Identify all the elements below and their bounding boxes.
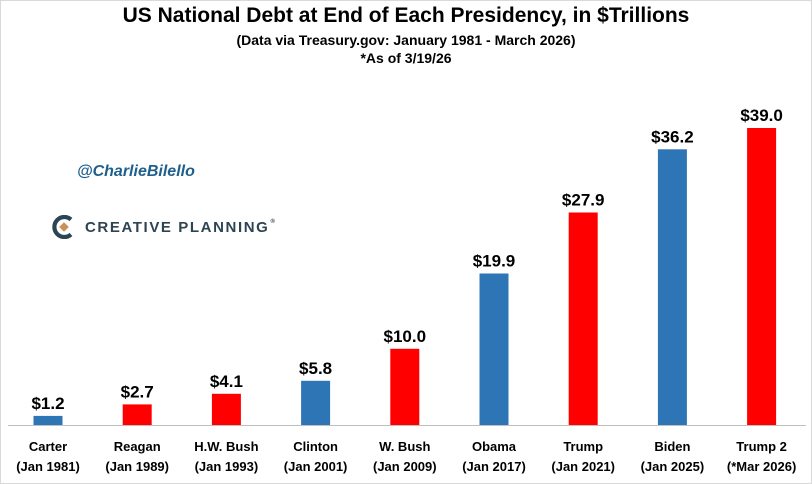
category-name-label-3: Clinton xyxy=(293,439,338,454)
category-name-label-6: Trump xyxy=(563,439,603,454)
author-handle: @CharlieBilello xyxy=(77,163,195,180)
bar-value-label-2: $4.1 xyxy=(210,372,243,391)
category-date-label-0: (Jan 1981) xyxy=(16,459,80,474)
category-date-label-5: (Jan 2017) xyxy=(462,459,526,474)
category-date-label-7: (Jan 2025) xyxy=(641,459,705,474)
bar-value-label-4: $10.0 xyxy=(384,327,427,346)
category-name-label-5: Obama xyxy=(472,439,517,454)
bar-value-label-6: $27.9 xyxy=(562,191,605,210)
chart-note: *As of 3/19/26 xyxy=(360,50,452,66)
bar-value-label-0: $1.2 xyxy=(31,394,64,413)
bar-6 xyxy=(568,212,598,425)
category-name-label-7: Biden xyxy=(654,439,690,454)
creative-planning-logo-icon xyxy=(52,215,73,239)
bar-value-label-7: $36.2 xyxy=(651,127,694,146)
bar-0 xyxy=(33,415,63,425)
bar-4 xyxy=(390,348,420,425)
category-date-label-8: (*Mar 2026) xyxy=(727,459,796,474)
bar-value-label-8: $39.0 xyxy=(740,106,783,125)
category-date-label-4: (Jan 2009) xyxy=(373,459,437,474)
bar-value-label-1: $2.7 xyxy=(121,382,154,401)
category-date-label-2: (Jan 1993) xyxy=(195,459,259,474)
category-date-label-1: (Jan 1989) xyxy=(105,459,169,474)
category-name-label-1: Reagan xyxy=(114,439,161,454)
category-name-label-2: H.W. Bush xyxy=(194,439,258,454)
category-date-label-6: (Jan 2021) xyxy=(551,459,615,474)
category-name-label-0: Carter xyxy=(29,439,67,454)
bar-7 xyxy=(657,149,687,426)
bar-value-label-3: $5.8 xyxy=(299,359,332,378)
category-name-label-4: W. Bush xyxy=(379,439,430,454)
category-name-label-8: Trump 2 xyxy=(736,439,787,454)
bar-2 xyxy=(211,393,241,425)
bar-1 xyxy=(122,404,152,425)
chart-title: US National Debt at End of Each Presiden… xyxy=(122,4,690,27)
bar-value-label-5: $19.9 xyxy=(473,252,516,271)
bar-8 xyxy=(747,128,777,425)
brand-trademark: ® xyxy=(270,218,277,225)
brand-name-text: CREATIVE PLANNING xyxy=(85,218,270,236)
chart-subtitle: (Data via Treasury.gov: January 1981 - M… xyxy=(236,32,576,48)
category-date-label-3: (Jan 2001) xyxy=(284,459,348,474)
bar-5 xyxy=(479,273,509,425)
brand-name: CREATIVE PLANNING® xyxy=(85,219,276,236)
brand-logo-block: CREATIVE PLANNING® xyxy=(52,213,276,241)
bar-3 xyxy=(301,380,331,425)
